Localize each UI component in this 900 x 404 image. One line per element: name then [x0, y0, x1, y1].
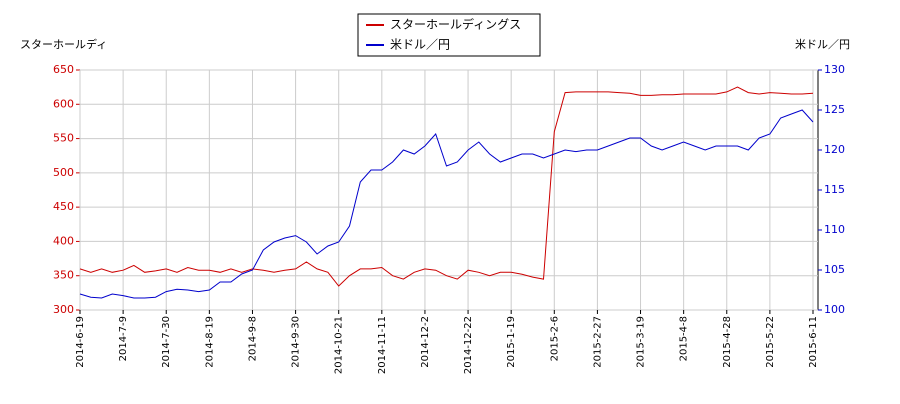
y-tick-label: 500 — [53, 166, 74, 179]
x-tick-label: 2015-5-22 — [765, 316, 776, 368]
y2-axis-label: 米ドル／円 — [795, 38, 850, 51]
x-tick-label: 2014-12-2 — [420, 316, 431, 368]
x-tick-label: 2015-2-27 — [592, 316, 603, 368]
x-tick-label: 2014-12-22 — [463, 316, 474, 374]
x-tick-label: 2015-1-19 — [506, 316, 517, 368]
x-tick-label: 2015-3-19 — [636, 316, 647, 368]
line-series — [79, 109, 814, 299]
y-tick-label: 350 — [53, 269, 74, 282]
line-series — [79, 86, 814, 287]
y-tick-label: 300 — [53, 303, 74, 316]
legend-box — [357, 13, 541, 57]
legend-label: スターホールディングス — [390, 17, 521, 32]
x-tick-label: 2014-7-9 — [118, 316, 129, 361]
y-axis-label: スターホールディ — [20, 37, 107, 51]
y2-tick-label: 105 — [824, 263, 845, 276]
x-tick-label: 2015-4-8 — [679, 316, 690, 361]
x-tick-label: 2014-6-19 — [75, 316, 86, 368]
legend-label: 米ドル／円 — [390, 38, 450, 52]
x-tick-label: 2014-9-8 — [247, 316, 258, 361]
y-tick-label: 550 — [53, 132, 74, 145]
y-tick-label: 650 — [53, 63, 74, 76]
x-tick-label: 2015-2-6 — [549, 316, 560, 361]
x-tick-label: 2015-4-28 — [722, 316, 733, 368]
y2-tick-label: 100 — [824, 303, 845, 316]
y2-tick-label: 120 — [824, 143, 845, 156]
x-tick-label: 2014-7-30 — [161, 316, 172, 368]
y2-tick-label: 110 — [824, 223, 845, 236]
x-tick-label: 2014-9-30 — [291, 316, 302, 368]
y-tick-label: 450 — [53, 200, 74, 213]
x-tick-label: 2014-11-11 — [377, 316, 388, 374]
y2-tick-label: 115 — [824, 183, 845, 196]
y-tick-label: 600 — [53, 97, 74, 110]
x-tick-label: 2014-10-21 — [334, 316, 345, 374]
x-tick-label: 2014-8-19 — [204, 316, 215, 368]
y2-tick-label: 125 — [824, 103, 845, 116]
x-tick-label: 2015-6-11 — [808, 316, 819, 368]
y-tick-label: 400 — [53, 234, 74, 247]
plot-frame — [79, 69, 819, 311]
y2-tick-label: 130 — [824, 63, 845, 76]
